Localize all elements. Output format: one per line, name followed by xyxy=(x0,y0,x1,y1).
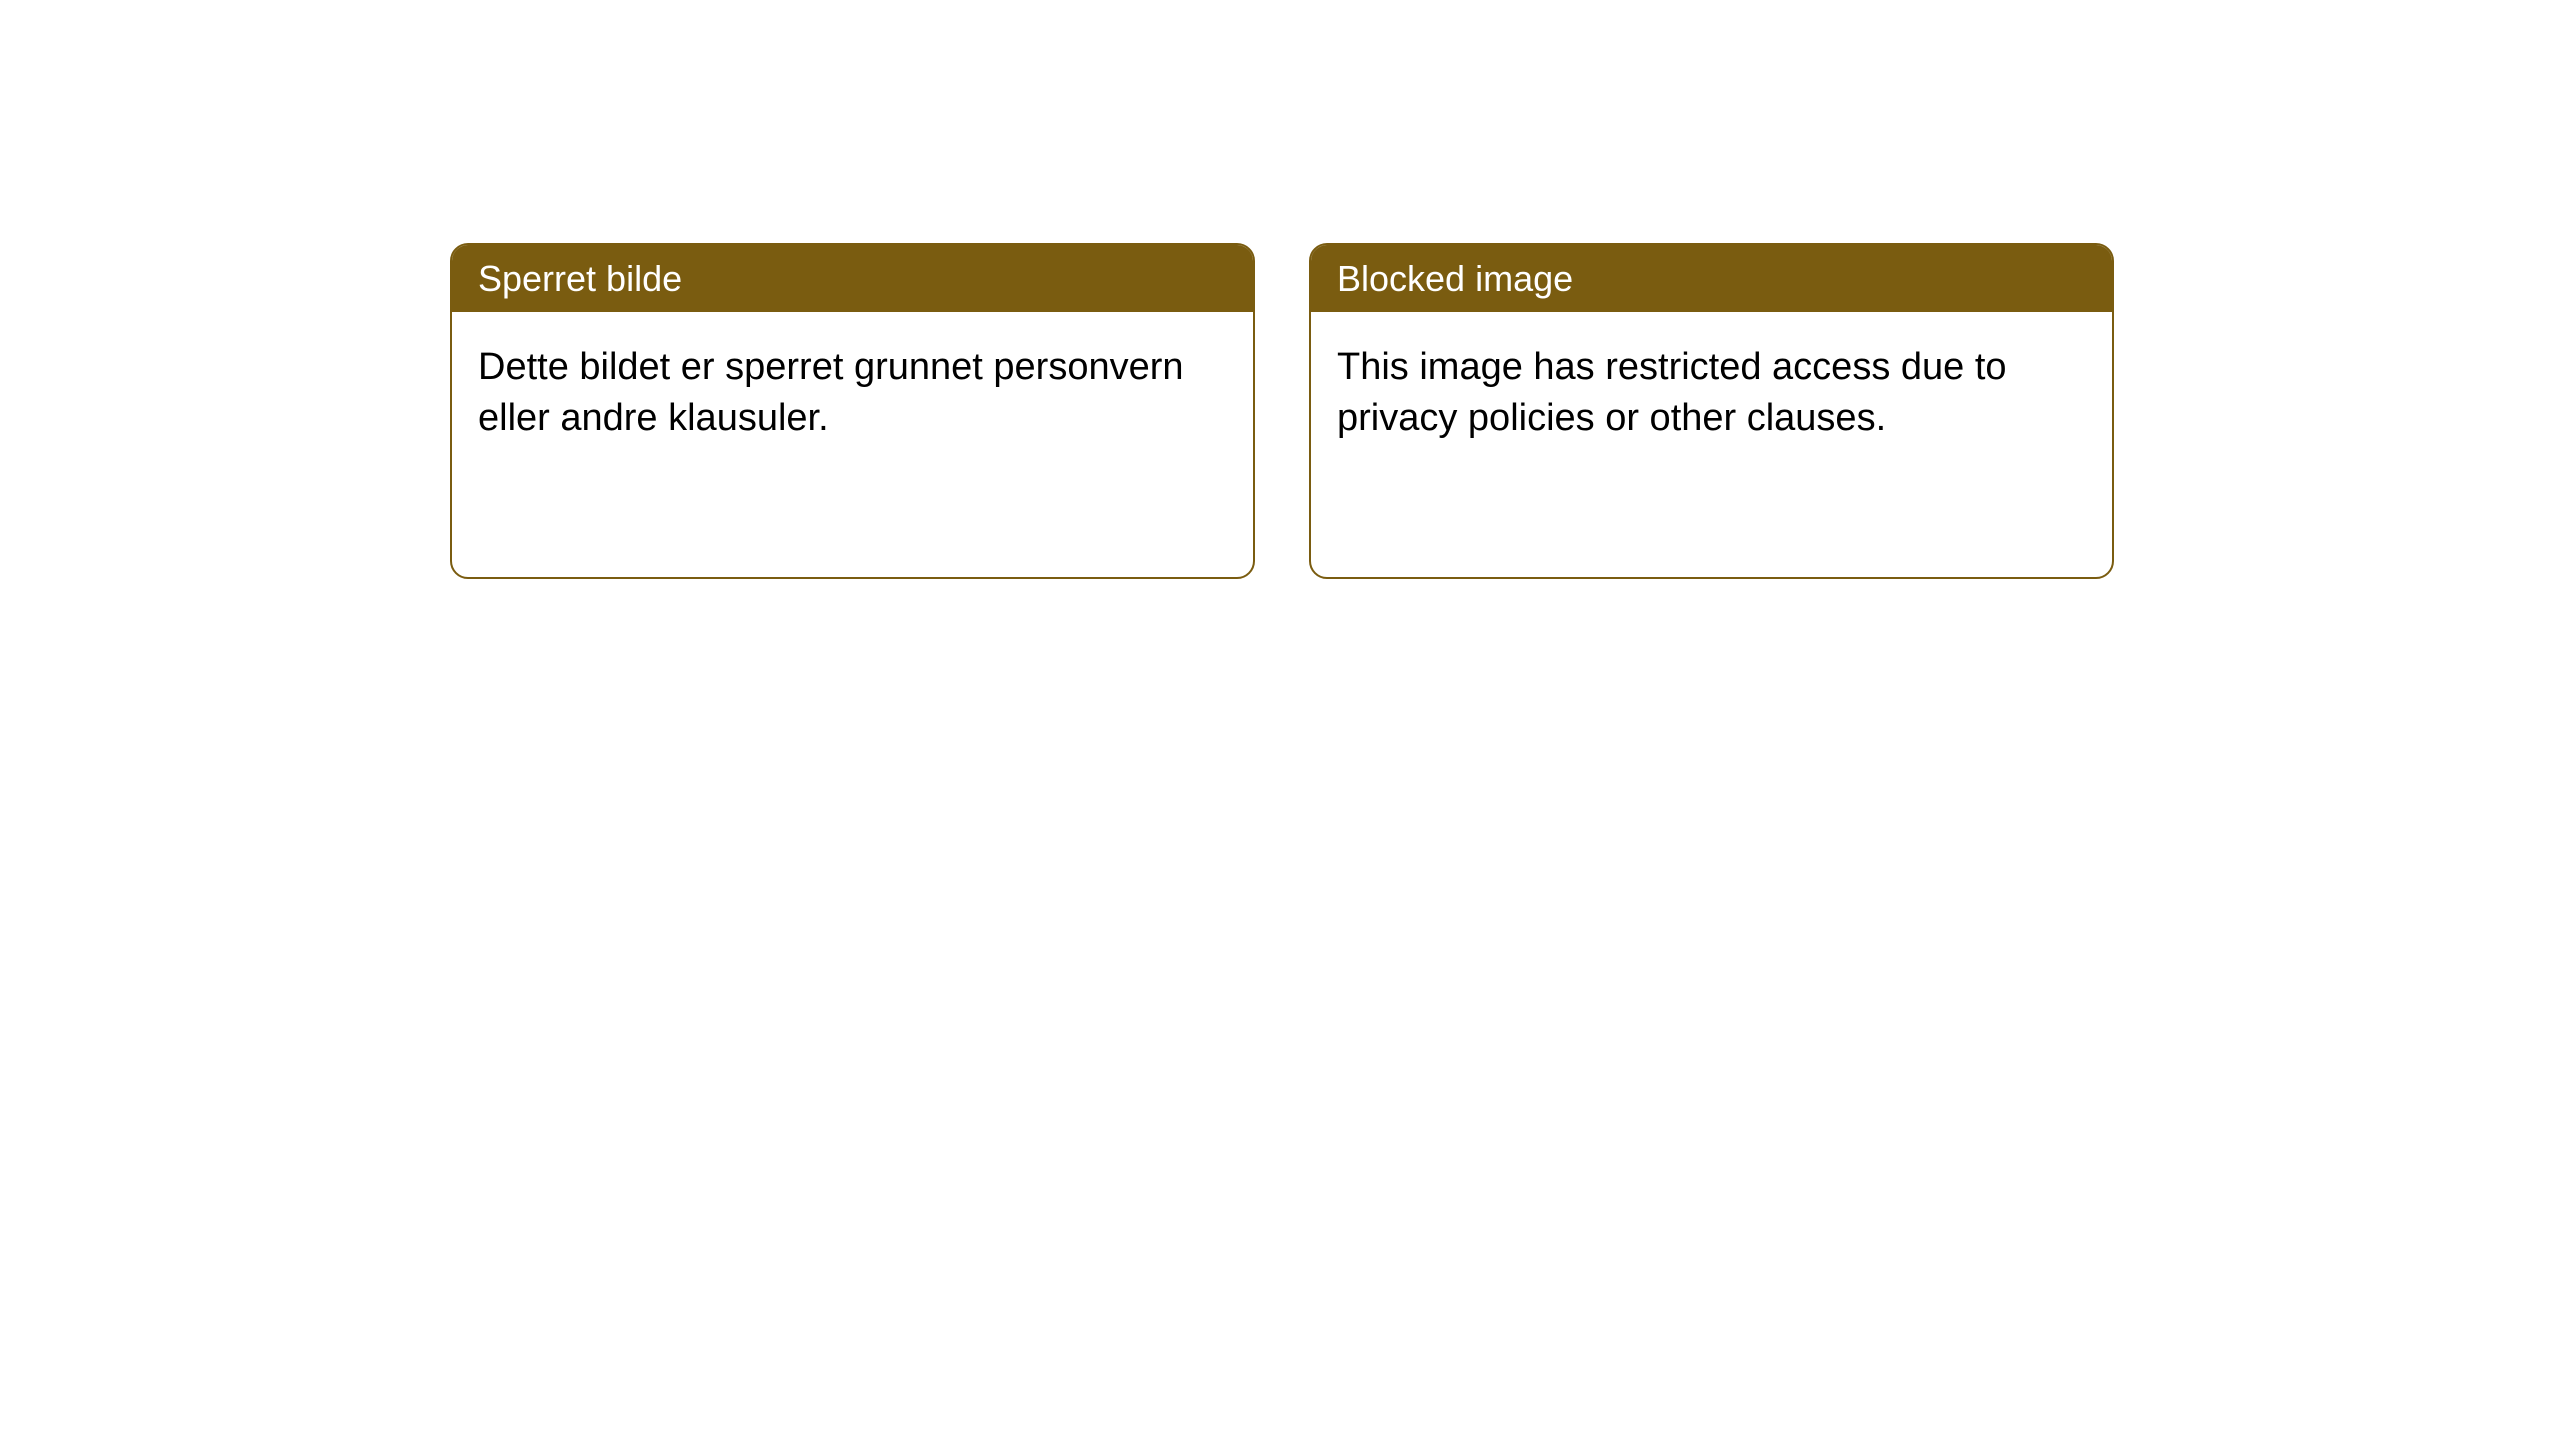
notice-text: This image has restricted access due to … xyxy=(1337,346,2007,439)
notice-card-norwegian: Sperret bilde Dette bildet er sperret gr… xyxy=(450,243,1255,579)
notice-body: Dette bildet er sperret grunnet personve… xyxy=(452,312,1253,475)
notice-body: This image has restricted access due to … xyxy=(1311,312,2112,475)
notice-title: Blocked image xyxy=(1337,258,1573,299)
notice-header: Blocked image xyxy=(1311,245,2112,312)
notice-header: Sperret bilde xyxy=(452,245,1253,312)
notice-text: Dette bildet er sperret grunnet personve… xyxy=(478,346,1184,439)
notice-card-english: Blocked image This image has restricted … xyxy=(1309,243,2114,579)
notice-title: Sperret bilde xyxy=(478,258,682,299)
notice-container: Sperret bilde Dette bildet er sperret gr… xyxy=(450,243,2114,579)
